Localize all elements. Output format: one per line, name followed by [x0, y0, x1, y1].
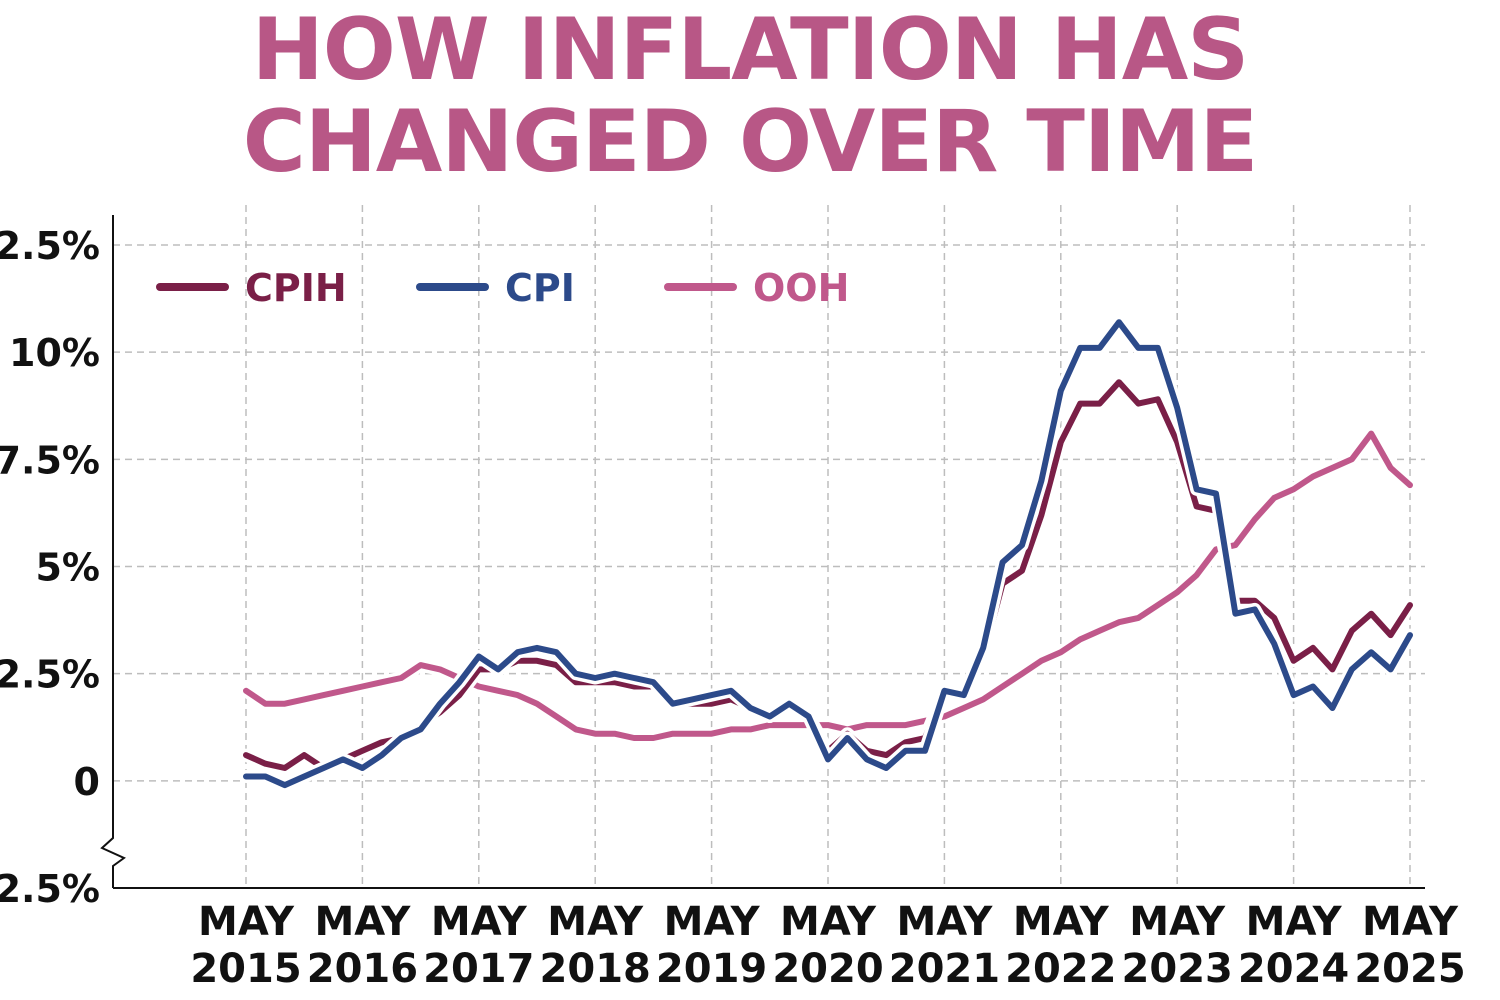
x-tick-label: 2017: [423, 946, 534, 992]
y-tick-label: 12.5%: [0, 224, 100, 268]
x-tick-label: 2024: [1238, 946, 1349, 992]
x-tick-label: 2016: [307, 946, 418, 992]
x-tick-label: 2018: [540, 946, 651, 992]
y-tick-label: 2.5%: [0, 653, 100, 697]
y-tick-label: 10%: [9, 331, 100, 375]
legend-item-cpi: CPI: [416, 266, 575, 310]
x-tick-label: 2025: [1354, 946, 1465, 992]
y-tick-label: 0: [74, 760, 100, 804]
x-tick-label: MAY: [314, 899, 411, 945]
series-line-ooh: [243, 430, 1413, 741]
legend: CPIH CPI OOH: [156, 266, 849, 310]
y-tick-label: -2.5%: [0, 867, 100, 911]
legend-label: CPI: [505, 266, 575, 310]
x-tick-label: 2022: [1005, 946, 1116, 992]
legend-label: OOH: [753, 266, 849, 310]
x-tick-label: MAY: [1362, 899, 1459, 945]
y-tick-label: 7.5%: [0, 438, 100, 482]
x-tick-label: MAY: [896, 899, 993, 945]
legend-label: CPIH: [245, 266, 347, 310]
x-tick-label: MAY: [664, 899, 761, 945]
title-line-1: HOW INFLATION HAS: [251, 0, 1249, 100]
y-axis-line: [100, 215, 126, 888]
legend-item-ooh: OOH: [664, 266, 849, 310]
x-tick-label: 2019: [656, 946, 767, 992]
x-tick-label: MAY: [1013, 899, 1110, 945]
x-tick-label: MAY: [1129, 899, 1226, 945]
x-tick-label: 2023: [1122, 946, 1233, 992]
series-lines: [239, 315, 1417, 792]
chart-title: HOW INFLATION HAS CHANGED OVER TIME: [0, 4, 1500, 188]
title-line-2: CHANGED OVER TIME: [242, 92, 1259, 192]
y-axis-ticks: -2.5% 0 2.5% 5% 7.5% 10% 12.5%: [0, 224, 100, 911]
series-line-cpi: [243, 319, 1413, 789]
x-axis-ticks: MAY2015MAY2016MAY2017MAY2018MAY2019MAY20…: [190, 899, 1465, 992]
x-tick-label: MAY: [198, 899, 295, 945]
y-tick-label: 5%: [35, 546, 100, 590]
x-tick-label: MAY: [780, 899, 877, 945]
x-tick-label: 2020: [772, 946, 883, 992]
legend-item-cpih: CPIH: [156, 266, 347, 310]
x-tick-label: MAY: [1246, 899, 1343, 945]
axes: [100, 215, 1425, 889]
x-tick-label: 2015: [190, 946, 301, 992]
grid: [113, 205, 1425, 888]
x-tick-label: MAY: [547, 899, 644, 945]
x-tick-label: MAY: [431, 899, 528, 945]
x-tick-label: 2021: [889, 946, 1000, 992]
